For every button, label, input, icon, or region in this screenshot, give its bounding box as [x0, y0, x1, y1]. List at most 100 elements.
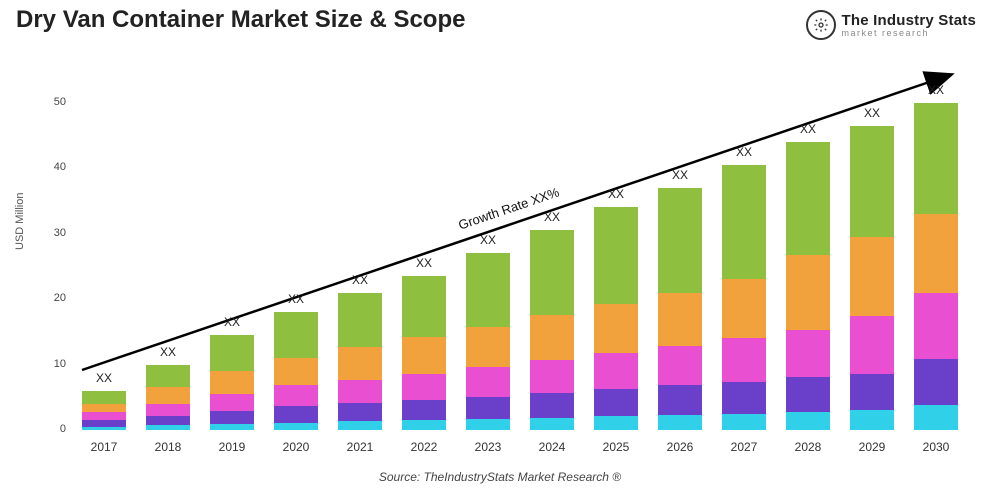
bar-top-label: XX	[210, 315, 254, 329]
bar-segment	[914, 214, 958, 293]
bar-segment	[914, 293, 958, 360]
x-tick: 2027	[714, 440, 774, 454]
bar-segment	[402, 420, 446, 430]
bar-segment	[914, 103, 958, 214]
source-text: Source: TheIndustryStats Market Research…	[0, 470, 1000, 484]
bar-segment	[594, 389, 638, 416]
bar-segment	[850, 126, 894, 237]
bar-segment	[210, 411, 254, 424]
bar-segment	[658, 415, 702, 430]
bar-segment	[274, 385, 318, 406]
x-tick: 2018	[138, 440, 198, 454]
logo-sub: market research	[842, 29, 976, 38]
bar-segment	[850, 374, 894, 411]
bar-segment	[786, 142, 830, 255]
chart-title: Dry Van Container Market Size & Scope	[16, 6, 465, 34]
y-tick: 10	[36, 358, 66, 370]
bar-top-label: XX	[466, 233, 510, 247]
x-tick: 2026	[650, 440, 710, 454]
bar-segment	[850, 237, 894, 316]
bar-segment	[722, 414, 766, 430]
bar-segment	[82, 404, 126, 413]
bar-segment	[82, 412, 126, 420]
x-tick: 2021	[330, 440, 390, 454]
x-tick: 2022	[394, 440, 454, 454]
chart-container: Dry Van Container Market Size & Scope Th…	[0, 0, 1000, 500]
bar-segment	[210, 371, 254, 394]
bar-segment	[786, 377, 830, 412]
bar-segment	[274, 406, 318, 422]
bar-segment	[210, 335, 254, 371]
bar-group: XX	[402, 276, 446, 430]
bar-segment	[466, 367, 510, 396]
bar-segment	[530, 360, 574, 393]
gear-icon	[806, 10, 836, 40]
bar-group: XX	[210, 335, 254, 430]
bar-top-label: XX	[594, 187, 638, 201]
bar-top-label: XX	[850, 106, 894, 120]
bar-segment	[722, 338, 766, 381]
bar-segment	[914, 405, 958, 430]
bar-group: XX	[146, 365, 190, 430]
bar-segment	[914, 359, 958, 405]
bar-group: XX	[658, 188, 702, 430]
bar-segment	[658, 346, 702, 385]
bar-segment	[338, 380, 382, 404]
bar-group: XX	[914, 103, 958, 430]
bar-group: XX	[530, 230, 574, 430]
x-tick: 2028	[778, 440, 838, 454]
x-tick: 2029	[842, 440, 902, 454]
x-tick: 2025	[586, 440, 646, 454]
bar-segment	[402, 374, 446, 400]
bar-segment	[274, 423, 318, 430]
bar-segment	[402, 276, 446, 338]
bar-segment	[786, 330, 830, 377]
bar-segment	[786, 412, 830, 430]
bar-segment	[850, 410, 894, 430]
x-tick: 2020	[266, 440, 326, 454]
bar-segment	[338, 293, 382, 347]
y-tick: 50	[36, 96, 66, 108]
y-axis-label: USD Million	[14, 193, 26, 250]
brand-logo: The Industry Stats market research	[806, 10, 976, 40]
bar-segment	[722, 165, 766, 280]
bar-segment	[338, 421, 382, 430]
bar-group: XX	[850, 126, 894, 430]
y-tick: 30	[36, 227, 66, 239]
bar-segment	[594, 353, 638, 389]
bar-group: XX	[594, 207, 638, 430]
bar-segment	[146, 425, 190, 430]
bar-segment	[594, 304, 638, 353]
bar-top-label: XX	[658, 168, 702, 182]
bar-top-label: XX	[338, 273, 382, 287]
bar-top-label: XX	[402, 256, 446, 270]
x-tick: 2030	[906, 440, 966, 454]
bar-segment	[338, 347, 382, 380]
bar-group: XX	[274, 312, 318, 430]
bar-segment	[146, 404, 190, 416]
bar-segment	[146, 365, 190, 388]
y-tick: 40	[36, 161, 66, 173]
bar-segment	[466, 397, 510, 419]
bar-segment	[594, 416, 638, 430]
y-tick: 0	[36, 423, 66, 435]
bar-segment	[786, 255, 830, 330]
bar-segment	[850, 316, 894, 374]
x-tick: 2023	[458, 440, 518, 454]
bar-segment	[466, 419, 510, 430]
bar-segment	[402, 337, 446, 374]
bar-top-label: XX	[914, 83, 958, 97]
bar-top-label: XX	[786, 122, 830, 136]
bar-segment	[722, 382, 766, 414]
bar-segment	[658, 293, 702, 347]
bar-segment	[210, 394, 254, 411]
bar-segment	[402, 400, 446, 420]
x-tick: 2024	[522, 440, 582, 454]
bar-segment	[146, 387, 190, 403]
bar-top-label: XX	[530, 210, 574, 224]
bar-segment	[82, 427, 126, 430]
bar-chart-area: XXXXXXXXXXXXXXXXXXXXXXXXXXXX	[70, 70, 970, 430]
bar-group: XX	[722, 165, 766, 430]
bar-segment	[338, 403, 382, 421]
bar-group: XX	[82, 391, 126, 430]
